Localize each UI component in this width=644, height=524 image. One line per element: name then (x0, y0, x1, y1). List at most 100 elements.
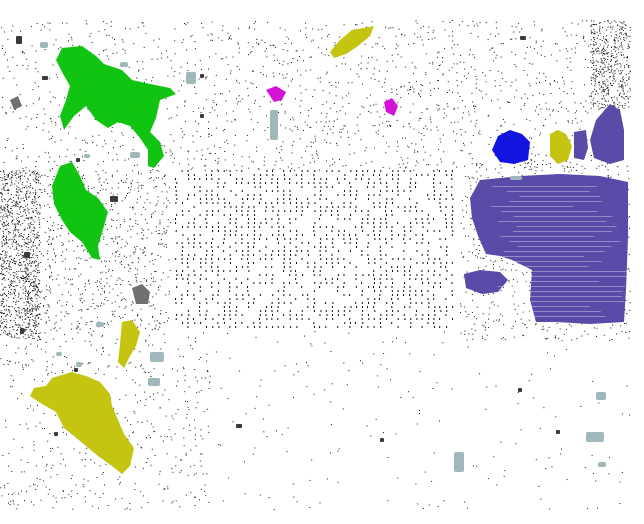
scan-point (180, 470, 182, 472)
scan-point (411, 142, 413, 144)
scan-point (623, 38, 625, 40)
scan-point (476, 171, 478, 173)
scan-point (515, 443, 517, 445)
scan-point (286, 73, 288, 75)
scan-point (86, 23, 88, 25)
scan-point (579, 128, 581, 130)
scan-point (255, 336, 257, 338)
scan-point (356, 124, 358, 126)
scan-point (409, 353, 411, 355)
scan-point (165, 244, 167, 245)
scan-point (116, 153, 118, 155)
scan-point (423, 146, 424, 148)
scan-point (543, 328, 545, 330)
scan-point (416, 160, 417, 162)
scan-point (142, 252, 144, 254)
scan-point (602, 54, 604, 56)
scan-point (397, 141, 398, 143)
scan-point (10, 215, 12, 217)
scan-point (70, 161, 72, 163)
scan-point (36, 287, 38, 288)
scan-point (0, 208, 2, 210)
scan-point (370, 435, 372, 437)
scan-point (25, 243, 27, 245)
scan-point (52, 135, 53, 137)
scan-point (152, 315, 154, 317)
scan-point (277, 341, 279, 343)
scan-point (417, 162, 419, 164)
scan-point (23, 308, 25, 309)
scan-point (25, 193, 27, 194)
scan-point (7, 211, 9, 213)
scan-point (22, 207, 24, 209)
scan-point (30, 283, 31, 285)
scan-point (124, 52, 126, 54)
scan-point (94, 308, 96, 310)
scan-point (592, 104, 594, 106)
scan-point (212, 100, 214, 102)
scan-point (477, 267, 479, 269)
scan-point (130, 361, 132, 363)
scan-point (126, 178, 128, 180)
scan-point (23, 211, 25, 212)
scan-point (472, 333, 474, 335)
scan-point (182, 136, 184, 138)
scan-point (37, 289, 39, 290)
scan-point (621, 72, 622, 74)
scan-point (311, 345, 313, 347)
scan-point (531, 138, 533, 140)
scan-point (253, 128, 254, 130)
scan-point (25, 318, 27, 320)
scan-point (342, 106, 344, 108)
scan-point (17, 250, 19, 252)
scan-point (119, 224, 121, 225)
scan-point (128, 362, 130, 364)
scan-point (610, 327, 612, 329)
scan-point (91, 320, 93, 322)
scan-point (525, 166, 527, 168)
scan-point (608, 176, 609, 178)
scan-point (172, 500, 174, 502)
scan-point (601, 75, 603, 77)
scan-point (80, 258, 82, 260)
scan-point (626, 34, 627, 36)
scan-point (144, 247, 146, 249)
scan-point (437, 129, 439, 131)
scan-point (389, 126, 391, 128)
scan-point (464, 501, 466, 503)
scan-point (603, 98, 605, 100)
scan-point (18, 324, 20, 326)
scan-point (396, 120, 398, 121)
scan-point (595, 91, 597, 93)
scan-point (36, 300, 38, 302)
scan-point (614, 37, 616, 39)
scan-point (117, 187, 119, 189)
scan-point (592, 91, 594, 93)
scan-point (69, 268, 71, 270)
scan-point (11, 336, 13, 338)
scan-point (55, 254, 57, 256)
scan-point (306, 386, 308, 388)
scan-point (4, 243, 6, 245)
scan-point (126, 370, 127, 372)
scan-point (294, 170, 296, 171)
scan-point (85, 150, 87, 152)
scan-point (7, 176, 9, 178)
scan-point (20, 270, 22, 272)
scan-point (42, 456, 43, 458)
scan-point (29, 238, 31, 240)
scan-point (266, 56, 268, 58)
scan-point (583, 37, 584, 39)
scan-point (153, 187, 155, 189)
scan-point (625, 322, 627, 324)
scan-point (123, 298, 125, 300)
scan-point (127, 280, 129, 282)
scan-point (60, 311, 62, 313)
scan-point (169, 270, 171, 271)
scan-point (203, 332, 204, 334)
scan-point (9, 283, 11, 285)
scan-point (21, 471, 23, 473)
scan-point (5, 112, 7, 114)
scan-point (32, 241, 34, 243)
scan-point (25, 304, 27, 306)
